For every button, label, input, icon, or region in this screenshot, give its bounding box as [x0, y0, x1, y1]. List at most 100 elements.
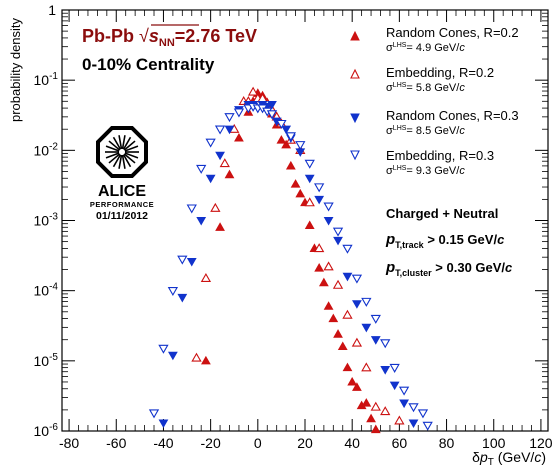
data-point: [219, 158, 230, 168]
data-point: [233, 108, 245, 118]
data-point: [167, 286, 179, 296]
data-point: [167, 351, 178, 361]
alice-logo-ray: [112, 154, 122, 168]
legend-label-rc-r02: Random Cones, R=0.2: [386, 25, 519, 40]
data-point: [295, 188, 306, 198]
data-point: [342, 244, 353, 254]
legend-item-emb-r03: Embedding, R=0.3 σLHS= 9.3 GeV/c: [350, 148, 494, 177]
chart-title: Pb-Pb √sNN=2.76 TeV: [82, 26, 257, 49]
alice-logo-ray: [123, 153, 136, 164]
x-axis-ticks: -80 -60 -40 -20 0 20 40 60 80 100 120: [59, 10, 553, 451]
data-point: [352, 382, 362, 391]
data-point: [304, 220, 315, 230]
alice-logo-ray: [108, 153, 121, 164]
data-point: [224, 125, 235, 135]
data-point: [281, 125, 292, 135]
legend-sigma-emb-r02: σLHS= 5.8 GeV/c: [386, 82, 465, 94]
data-point: [314, 195, 325, 205]
data-point: [304, 197, 315, 207]
alice-logo-ray: [105, 152, 120, 159]
data-point: [205, 138, 216, 148]
legend-sigma-emb-r03: σLHS= 9.3 GeV/c: [386, 165, 465, 177]
annotation-track-cut: pT,track > 0.15 GeV/c: [385, 231, 505, 250]
data-point: [201, 355, 211, 365]
x-tick-label: -60: [106, 435, 126, 451]
data-point: [290, 179, 301, 188]
alice-logo-date: 01/11/2012: [96, 210, 148, 222]
alice-logo-ray: [122, 154, 132, 168]
x-tick-label: 120: [529, 435, 553, 451]
data-point: [285, 160, 296, 170]
data-point: [352, 300, 362, 309]
chart-subtitle: 0-10% Centrality: [82, 55, 215, 74]
series-3: [148, 102, 433, 431]
data-point: [177, 293, 188, 303]
data-point: [267, 100, 277, 110]
data-point: [361, 297, 372, 307]
data-point: [422, 421, 433, 431]
series-1: [191, 86, 405, 425]
alice-logo-ray: [121, 135, 126, 150]
data-point: [304, 159, 315, 169]
data-point: [285, 132, 296, 142]
legend-label-emb-r03: Embedding, R=0.3: [386, 148, 494, 163]
data-point: [200, 273, 212, 283]
data-point: [247, 86, 259, 96]
legend-item-rc-r03: Random Cones, R=0.3 σLHS= 8.5 GeV/c: [350, 108, 519, 137]
y-tick-label: 10-5: [34, 352, 59, 369]
alice-logo-ray: [121, 154, 126, 169]
y-tick-label: 10-1: [34, 71, 59, 88]
annotation-cluster-cut: pT,cluster > 0.30 GeV/c: [385, 259, 513, 278]
legend: Random Cones, R=0.2 σLHS= 4.9 GeV/c Embe…: [350, 25, 519, 177]
series-2: [158, 100, 419, 429]
data-point: [276, 135, 287, 144]
x-tick-label: 20: [297, 435, 313, 451]
data-point: [399, 399, 409, 409]
series-layer: [148, 86, 433, 434]
data-point: [214, 125, 226, 135]
alice-logo-ray: [108, 140, 121, 151]
y-tick-label: 10-6: [34, 422, 59, 439]
legend-marker-rc-r02: [350, 30, 360, 41]
x-tick-label: -40: [153, 435, 173, 451]
data-point: [332, 279, 344, 289]
data-point: [328, 313, 339, 323]
data-point: [342, 362, 353, 372]
data-point: [186, 204, 197, 214]
legend-marker-emb-r02: [350, 68, 360, 79]
x-tick-label: 0: [254, 435, 262, 451]
x-tick-label: 100: [482, 435, 506, 451]
alice-logo-performance: PERFORMANCE: [90, 200, 154, 209]
data-point: [266, 110, 278, 120]
data-point: [224, 113, 235, 123]
alice-logo-ray: [105, 145, 120, 152]
legend-item-emb-r02: Embedding, R=0.2 σLHS= 5.8 GeV/c: [350, 65, 494, 94]
x-tick-label: -20: [201, 435, 221, 451]
data-point: [205, 174, 216, 184]
data-point: [351, 337, 363, 347]
y-axis-label: probability density: [8, 17, 23, 122]
data-point: [323, 301, 334, 310]
data-point: [394, 415, 405, 425]
y-tick-label: 10-2: [34, 141, 59, 158]
data-point: [380, 366, 391, 375]
data-point: [295, 141, 306, 151]
legend-label-rc-r03: Random Cones, R=0.3: [386, 108, 519, 123]
alice-logo-rays: [105, 135, 139, 169]
x-tick-label: 80: [439, 435, 455, 451]
cuts-annotation: Charged + Neutral pT,track > 0.15 GeV/c …: [385, 206, 513, 278]
legend-sigma-rc-r03: σLHS= 8.5 GeV/c: [386, 125, 465, 137]
data-point: [158, 419, 169, 429]
data-point: [361, 398, 372, 407]
data-point: [323, 261, 334, 271]
data-point: [380, 339, 391, 349]
legend-label-emb-r02: Embedding, R=0.2: [386, 65, 494, 80]
x-axis-label: δpT (GeV/c): [472, 449, 546, 468]
data-point: [398, 386, 410, 396]
data-point: [186, 257, 197, 267]
data-point: [177, 255, 188, 265]
data-point: [408, 419, 419, 429]
legend-sigma-rc-r02: σLHS= 4.9 GeV/c: [386, 42, 465, 54]
data-point: [191, 352, 202, 362]
legend-marker-rc-r03: [350, 113, 360, 124]
